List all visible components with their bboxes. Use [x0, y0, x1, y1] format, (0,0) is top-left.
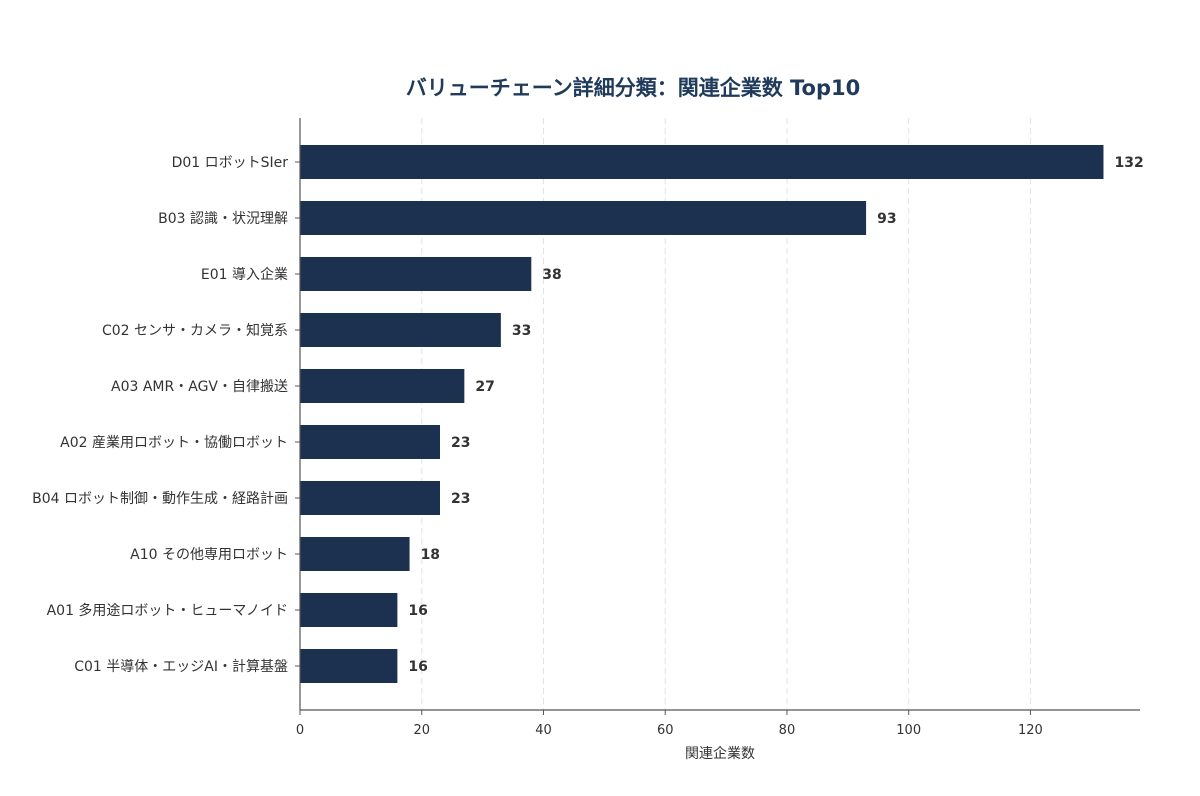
x-tick-label: 0: [296, 723, 304, 738]
value-label: 93: [877, 211, 896, 227]
bar: [300, 593, 398, 627]
category-label: B04 ロボット制御・動作生成・経路計画: [32, 491, 288, 507]
x-tick-label: 120: [1018, 723, 1043, 738]
bar: [300, 145, 1104, 179]
bar: [300, 201, 867, 235]
x-tick-label: 60: [657, 723, 674, 738]
category-label: D01 ロボットSIer: [172, 155, 289, 171]
grid-lines: [421, 118, 1031, 710]
bar: [300, 537, 410, 571]
value-label: 27: [475, 379, 494, 395]
chart-title: バリューチェーン詳細分類：関連企業数 Top10: [406, 76, 860, 100]
category-label: A02 産業用ロボット・協働ロボット: [60, 435, 288, 451]
bars: [300, 145, 1104, 683]
value-label: 16: [408, 659, 427, 675]
value-label: 132: [1114, 155, 1143, 171]
axes: [295, 118, 1140, 715]
x-tick-label: 20: [413, 723, 430, 738]
bar: [300, 481, 440, 515]
category-label: C01 半導体・エッジAI・計算基盤: [74, 658, 288, 675]
bar: [300, 257, 532, 291]
category-label: A01 多用途ロボット・ヒューマノイド: [47, 602, 288, 619]
value-label: 33: [512, 323, 531, 339]
value-label: 16: [408, 603, 427, 619]
category-label: A10 その他専用ロボット: [130, 547, 288, 563]
x-axis-label: 関連企業数: [685, 745, 755, 762]
value-label: 18: [421, 547, 440, 563]
x-tick-label: 80: [779, 723, 796, 738]
category-label: A03 AMR・AGV・自律搬送: [111, 379, 288, 395]
x-tick-label: 40: [535, 723, 552, 738]
bar: [300, 649, 398, 683]
bar: [300, 369, 465, 403]
category-label: C02 センサ・カメラ・知覚系: [102, 322, 288, 339]
value-label: 38: [542, 267, 561, 283]
category-label: E01 導入企業: [201, 266, 288, 283]
bar: [300, 425, 440, 459]
bar: [300, 313, 501, 347]
x-tick-label: 100: [896, 723, 921, 738]
category-label: B03 認識・状況理解: [158, 211, 288, 227]
value-label: 23: [451, 491, 470, 507]
labels: 0 20 40 60 80 100 120 D01 ロボットSIer 132 B03 認識・状況理…: [32, 155, 1144, 738]
value-label: 23: [451, 435, 470, 451]
